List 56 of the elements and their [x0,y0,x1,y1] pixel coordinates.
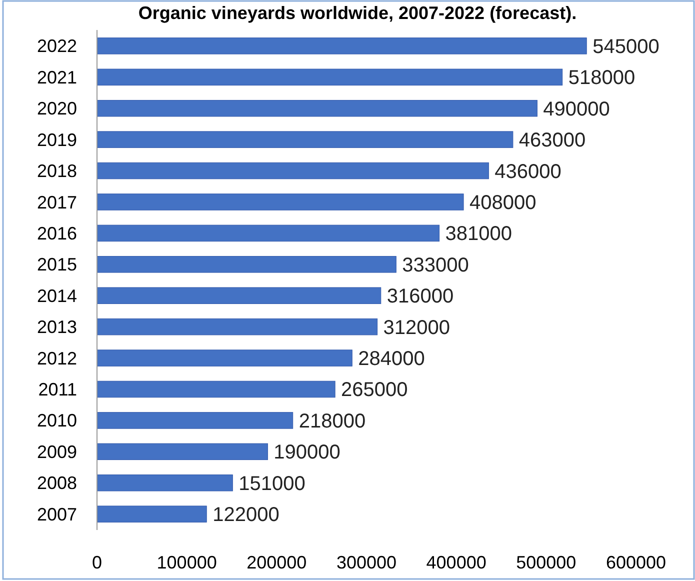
x-tick-label: 500000 [516,552,576,572]
bar [96,380,336,398]
y-tick-label: 2021 [36,67,77,88]
y-tick-label: 2009 [36,442,77,462]
bar [96,474,233,492]
data-label: 490000 [543,98,610,120]
y-tick-label: 2014 [36,286,77,306]
x-tick-label: 200000 [246,552,307,572]
x-tick-label: 400000 [426,552,486,572]
bar [96,506,207,522]
y-tick-label: 2020 [36,98,77,119]
data-label: 518000 [568,67,636,90]
x-tick-label: 600000 [606,552,666,572]
data-label: 312000 [383,316,450,339]
y-tick-label: 2013 [36,317,77,338]
y-tick-label: 2016 [36,223,77,244]
y-tick-label: 2018 [36,161,77,182]
data-label: 218000 [298,410,366,432]
x-tick-label: 100000 [156,552,217,572]
bar [96,443,268,460]
y-tick-label: 2012 [36,348,77,368]
y-tick-label: 2022 [36,36,77,56]
bar [96,68,563,86]
data-label: 381000 [445,223,512,246]
data-label: 284000 [358,348,425,370]
bar [96,38,587,54]
bar [96,224,440,242]
data-label: 436000 [494,160,562,183]
bar [96,162,489,180]
bar [96,131,514,148]
x-tick-label: 0 [92,552,102,572]
bar [96,318,378,336]
data-label: 190000 [274,442,340,464]
data-label: 122000 [212,504,280,526]
y-tick-label: 2008 [36,473,77,494]
data-label: 316000 [386,286,454,308]
bar [96,287,382,304]
data-label: 545000 [592,36,660,58]
data-label: 151000 [238,472,306,495]
y-tick-label: 2015 [36,254,77,275]
y-tick-label: 2019 [36,130,77,150]
bar [96,350,352,366]
bar [96,256,396,273]
data-label: 265000 [341,379,408,402]
y-tick-label: 2011 [38,380,77,400]
bar [96,100,538,117]
data-label: 463000 [518,130,586,152]
y-tick-label: 2010 [36,410,77,431]
bar [96,412,294,429]
data-label: 408000 [470,192,536,214]
data-label: 333000 [402,254,469,276]
chart-title: Organic vineyards worldwide, 2007-2022 (forecast). [138,3,577,23]
x-tick-label: 300000 [336,552,397,572]
y-tick-label: 2017 [36,192,77,212]
y-tick-label: 2007 [36,504,77,524]
bar [96,194,464,210]
